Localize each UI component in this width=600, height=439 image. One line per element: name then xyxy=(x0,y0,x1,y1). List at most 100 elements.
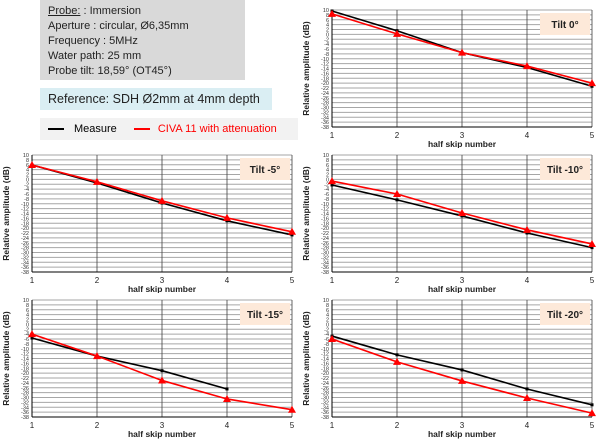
y-tick-label: -18 xyxy=(321,221,329,227)
y-tick-label: -22 xyxy=(321,231,329,237)
y-tick-label: -24 xyxy=(321,381,329,387)
y-tick-label: 8 xyxy=(326,158,329,164)
probe-value: : Immersion xyxy=(80,5,141,17)
measure-point xyxy=(225,387,229,391)
civa-point xyxy=(28,160,36,168)
x-tick-label: 2 xyxy=(395,131,400,140)
y-axis-label: Relative amplitude (dB) xyxy=(301,21,311,116)
y-tick-label: -4 xyxy=(24,187,29,193)
y-tick-label: -4 xyxy=(324,42,329,48)
x-axis-label: half skip number xyxy=(428,284,497,293)
measure-point xyxy=(160,369,164,373)
y-tick-label: -6 xyxy=(24,192,29,198)
measure-point xyxy=(525,231,529,235)
x-tick-label: 3 xyxy=(460,421,465,430)
measure-point xyxy=(330,183,334,187)
civa-point xyxy=(288,405,296,413)
y-tick-label: -10 xyxy=(21,347,29,353)
x-tick-label: 2 xyxy=(395,421,400,430)
y-tick-label: -14 xyxy=(21,357,29,363)
y-tick-label: -36 xyxy=(321,265,329,271)
y-axis-label: Relative amplitude (dB) xyxy=(1,311,11,406)
y-tick-label: -18 xyxy=(321,76,329,82)
y-tick-label: -22 xyxy=(321,376,329,382)
civa-point xyxy=(393,357,401,365)
y-tick-label: -36 xyxy=(21,265,29,271)
y-tick-label: -24 xyxy=(321,91,329,97)
y-tick-label: -26 xyxy=(321,96,329,102)
x-tick-label: 5 xyxy=(290,276,295,285)
probe-label: Probe: xyxy=(48,5,81,17)
y-tick-label: 2 xyxy=(326,318,329,324)
measure-line xyxy=(31,337,228,390)
y-tick-label: -22 xyxy=(321,86,329,92)
water-path-line: Water path: 25 mm xyxy=(48,50,142,62)
y-tick-label: -32 xyxy=(21,255,29,261)
y-tick-label: 2 xyxy=(326,173,329,179)
y-tick-label: -2 xyxy=(324,37,329,43)
y-tick-label: -10 xyxy=(321,57,329,63)
y-tick-label: -20 xyxy=(321,81,329,87)
y-tick-label: 8 xyxy=(326,303,329,309)
y-tick-label: -8 xyxy=(324,52,329,58)
x-tick-label: 1 xyxy=(330,276,335,285)
y-tick-label: -30 xyxy=(321,251,329,257)
y-tick-label: -26 xyxy=(321,241,329,247)
x-tick-label: 1 xyxy=(30,276,35,285)
tilt-badge xyxy=(540,158,590,180)
civa-point xyxy=(393,190,401,197)
y-tick-label: -24 xyxy=(21,381,29,387)
x-tick-label: 5 xyxy=(590,131,595,140)
x-axis-label: half skip number xyxy=(428,429,497,439)
y-tick-label: -6 xyxy=(324,192,329,198)
civa-point xyxy=(223,394,231,402)
chart-tilt-minus-5: 1086420-2-4-6-8-10-12-14-16-18-20-22-24-… xyxy=(1,153,296,293)
civa-point xyxy=(93,177,101,185)
tilt-badge xyxy=(540,303,590,325)
civa-point xyxy=(588,79,596,87)
tilt-badge-label: Tilt -20° xyxy=(547,310,583,321)
y-tick-label: -16 xyxy=(21,361,29,367)
y-tick-label: -36 xyxy=(21,410,29,416)
y-tick-label: 6 xyxy=(326,308,329,314)
y-tick-label: -12 xyxy=(321,207,329,213)
y-tick-label: -30 xyxy=(21,396,29,402)
civa-point xyxy=(588,239,596,247)
y-tick-label: -38 xyxy=(321,415,329,421)
measure-point xyxy=(290,233,294,237)
civa-point xyxy=(523,393,531,401)
civa-point xyxy=(288,227,296,235)
y-tick-label: -14 xyxy=(321,212,329,218)
tilt-badge-label: Tilt 0° xyxy=(551,20,578,31)
x-tick-label: 3 xyxy=(460,276,465,285)
civa-point xyxy=(523,62,531,70)
y-tick-label: -32 xyxy=(321,400,329,406)
measure-point xyxy=(395,353,399,357)
y-tick-label: -34 xyxy=(321,405,329,411)
y-tick-label: -18 xyxy=(321,366,329,372)
y-tick-label: -2 xyxy=(324,182,329,188)
chart-tilt-minus-15: 1086420-2-4-6-8-10-12-14-16-18-20-22-24-… xyxy=(1,298,296,439)
measure-point xyxy=(590,403,594,407)
measure-point xyxy=(590,84,594,88)
y-tick-label: -36 xyxy=(321,120,329,126)
y-tick-label: -16 xyxy=(321,216,329,222)
civa-point xyxy=(223,213,231,221)
y-tick-label: 6 xyxy=(26,163,29,169)
civa-point xyxy=(28,330,36,338)
y-tick-label: -12 xyxy=(321,62,329,68)
y-tick-label: -38 xyxy=(321,270,329,276)
civa-point xyxy=(328,177,336,185)
legend-civa-label: CIVA 11 with attenuation xyxy=(157,123,277,135)
y-tick-label: -6 xyxy=(324,47,329,53)
x-tick-label: 5 xyxy=(590,276,595,285)
x-tick-label: 4 xyxy=(225,421,230,430)
y-tick-label: -10 xyxy=(321,347,329,353)
civa-point xyxy=(458,376,466,384)
y-tick-label: 6 xyxy=(326,18,329,24)
y-tick-label: -12 xyxy=(21,352,29,358)
y-tick-label: -26 xyxy=(321,386,329,392)
y-tick-label: -14 xyxy=(21,212,29,218)
tilt-badge-label: Tilt -5° xyxy=(250,165,280,176)
y-tick-label: 2 xyxy=(326,28,329,34)
